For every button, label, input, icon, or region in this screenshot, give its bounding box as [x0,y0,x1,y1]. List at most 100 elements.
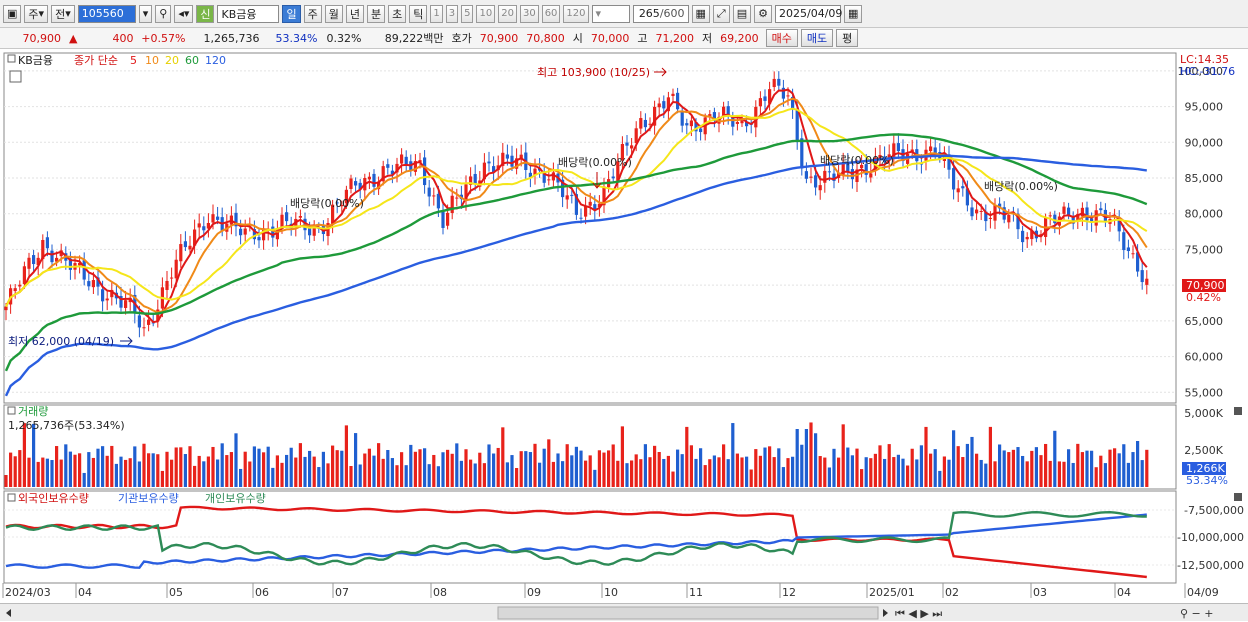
interval-30[interactable]: 30 [519,4,539,23]
volume-bar [1085,450,1089,487]
code-dropdown-icon[interactable]: ▾ [138,4,153,23]
candle-body [18,284,22,287]
candle-body [947,154,951,170]
volume-bar [892,457,896,487]
candle-body [413,161,417,172]
volume-bar [413,451,417,487]
interval-60[interactable]: 60 [541,4,561,23]
stock-chart[interactable]: 100,000 95,000 90,000 85,000 80,000 75,000 70,… [0,50,1248,603]
volume-bar [473,463,477,487]
stock-code-input[interactable]: 105560 [77,4,136,23]
bar-count-field[interactable]: 265/600 [632,4,689,23]
volume-bar [349,466,353,487]
collapse-icon[interactable] [7,406,16,415]
chart-scrollbar[interactable]: ⏮ ◀ ▶ ⏭ ⚲ − + [0,603,1248,621]
candle-body [473,173,477,184]
volume-bar [170,459,174,487]
scroll-thumb[interactable] [497,606,879,620]
tab-minute[interactable]: 분 [366,4,386,23]
draw-tool-icon[interactable]: ⤢ [712,4,730,23]
volume-bar [988,426,992,487]
chart-tools-icon[interactable]: ▦ [691,4,710,23]
volume-bar [367,448,371,487]
volume-bar [1140,460,1144,487]
close-icon[interactable] [1234,493,1242,501]
candle-body [887,154,891,160]
close-icon[interactable] [1234,407,1242,415]
speaker-icon[interactable]: ◂▾ [174,4,194,23]
candle-body [436,193,440,209]
tab-week[interactable]: 주 [303,4,322,23]
nav-icons[interactable]: ⏮ ◀ ▶ ⏭ [895,607,942,620]
gear-icon[interactable]: ⚙ [754,4,773,23]
volume-bar [151,453,155,487]
interval-select[interactable]: ▾ [591,4,630,23]
candle-body [1094,210,1098,226]
volume-bar [450,453,454,487]
zoom-icons[interactable]: ⚲ − + [1180,607,1213,620]
volume-bar [1062,461,1066,487]
candle-body [1025,236,1029,240]
volume-bar [579,450,583,487]
tab-second[interactable]: 초 [388,4,407,23]
volume-bar [441,452,445,487]
buy-button[interactable]: 매수 [765,29,798,47]
table-icon[interactable] [9,70,22,83]
volume-bar [59,459,63,487]
volume-bar [1030,450,1034,487]
save-icon[interactable]: ▤ [732,4,752,23]
prev-button[interactable]: 전 ▾ [51,4,75,23]
stock-name-field[interactable]: KB금융 [217,4,280,23]
interval-5[interactable]: 5 [461,4,474,23]
interval-20[interactable]: 20 [498,4,517,23]
interval-120[interactable]: 120 [563,4,589,23]
high-arrow-icon [654,67,667,77]
volume-bar [32,423,36,487]
candle-body [124,300,128,308]
collapse-icon[interactable] [7,493,16,502]
candle-body [156,309,160,322]
candle-body [814,175,818,188]
volume-bar [873,453,877,487]
layout-icon[interactable]: ▣ [3,4,22,23]
x-tick-label: 04 [78,586,92,599]
scroll-left-icon[interactable] [6,609,11,617]
eval-button[interactable]: 평 [836,29,859,47]
volume-bar [998,444,1002,487]
interval-10[interactable]: 10 [476,4,496,23]
volume-bar [188,446,192,487]
candle-body [561,179,565,198]
candle-body [257,237,261,241]
tab-day[interactable]: 일 [282,4,301,23]
dividend-label: 배당락(0.00%) [820,154,894,167]
interval-1[interactable]: 1 [430,4,443,23]
candle-body [988,217,992,219]
candle-body [252,229,256,240]
volume-bar [938,470,942,487]
calendar-icon[interactable]: ▦ [844,4,863,23]
volume-bar [1025,461,1029,487]
candle-body [1145,278,1149,285]
turnover-rate: 0.32% [326,31,362,45]
candle-body [896,143,900,152]
date-field[interactable]: 2025/04/09 [775,4,842,23]
volume-bar [1057,461,1061,487]
tab-year[interactable]: 년 [345,4,364,23]
volume-bar [524,451,528,487]
tab-tick[interactable]: 틱 [409,4,428,23]
period-select[interactable]: 주 ▾ [24,4,49,23]
volume-bar [533,443,537,487]
sell-button[interactable]: 매도 [800,29,834,47]
legend-type: 종가 단순 [74,54,118,67]
tab-month[interactable]: 월 [324,4,343,23]
candle-body [1067,207,1071,216]
search-icon[interactable]: ⚲ [155,4,172,23]
volume-bar [459,460,463,487]
volume-bar [1053,430,1057,487]
dividend-label: 배당락(0.00%) [558,156,632,169]
candle-body [1076,214,1080,221]
collapse-icon[interactable] [7,54,16,63]
scroll-right-icon[interactable] [883,609,888,617]
volume-bar [970,436,974,487]
interval-3[interactable]: 3 [445,4,459,23]
